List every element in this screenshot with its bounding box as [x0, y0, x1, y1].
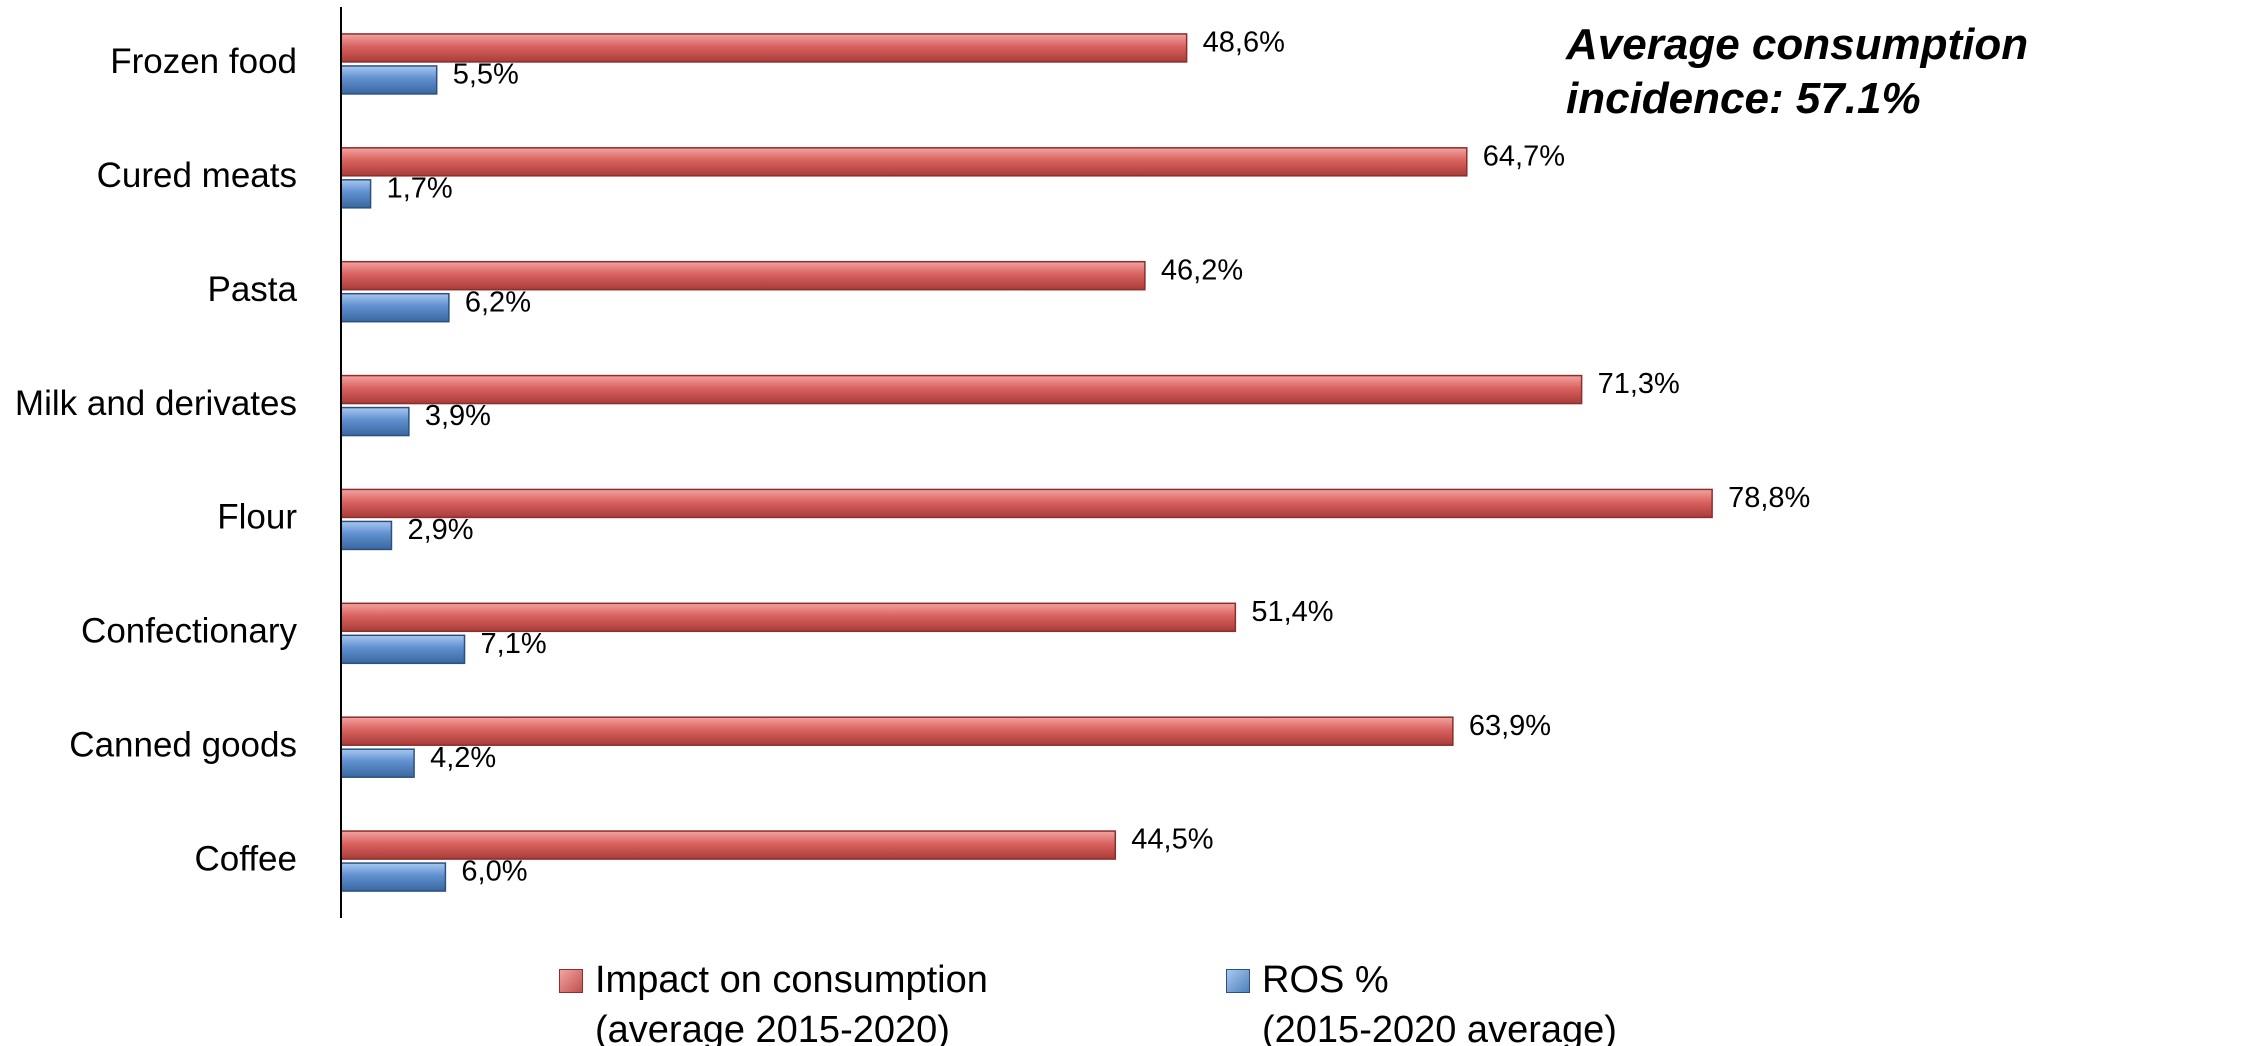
legend-label: ROS % (2015-2020 average) [1262, 959, 1617, 1046]
legend-swatch [1226, 969, 1250, 993]
bar [340, 602, 1237, 633]
bar [340, 862, 447, 892]
value-label: 78,8% [1728, 482, 1810, 514]
legend-label: Impact on consumption (average 2015-2020… [595, 959, 988, 1046]
value-label: 4,2% [430, 742, 496, 774]
category-label: Confectionary [81, 612, 297, 651]
bar [340, 260, 1146, 291]
category-label: Cured meats [97, 156, 297, 195]
bar [340, 374, 1583, 405]
bar [340, 179, 372, 209]
value-label: 7,1% [481, 628, 547, 660]
bar [340, 634, 466, 665]
value-label: 6,2% [465, 286, 531, 318]
legend-item: Impact on consumption (average 2015-2020… [559, 955, 988, 1046]
value-label: 63,9% [1469, 710, 1551, 742]
value-label: 2,9% [407, 514, 473, 546]
legend-swatch [559, 969, 583, 993]
value-label: 48,6% [1203, 27, 1285, 59]
bar [340, 147, 1468, 177]
category-label: Frozen food [110, 42, 297, 81]
value-label: 5,5% [453, 59, 519, 91]
legend-item: ROS % (2015-2020 average) [1226, 955, 1617, 1046]
category-label: Coffee [195, 839, 298, 878]
bar [340, 748, 415, 778]
category-label: Canned goods [69, 725, 297, 764]
bar [340, 830, 1117, 860]
bar [340, 520, 393, 551]
bar [340, 65, 438, 95]
value-label: 1,7% [387, 172, 453, 204]
value-label: 44,5% [1131, 824, 1213, 856]
bar [340, 488, 1713, 519]
value-label: 64,7% [1483, 140, 1565, 172]
value-label: 51,4% [1251, 596, 1333, 628]
category-label: Milk and derivates [15, 384, 297, 423]
value-label: 6,0% [461, 856, 527, 888]
category-label: Flour [217, 498, 297, 537]
bar [340, 292, 450, 323]
value-label: 3,9% [425, 400, 491, 432]
value-label: 46,2% [1161, 254, 1243, 286]
bar [340, 406, 410, 437]
value-label: 71,3% [1598, 368, 1680, 400]
category-label: Pasta [208, 270, 298, 309]
bar [340, 716, 1454, 746]
annotation: Average consumption incidence: 57.1% [1566, 20, 2029, 123]
